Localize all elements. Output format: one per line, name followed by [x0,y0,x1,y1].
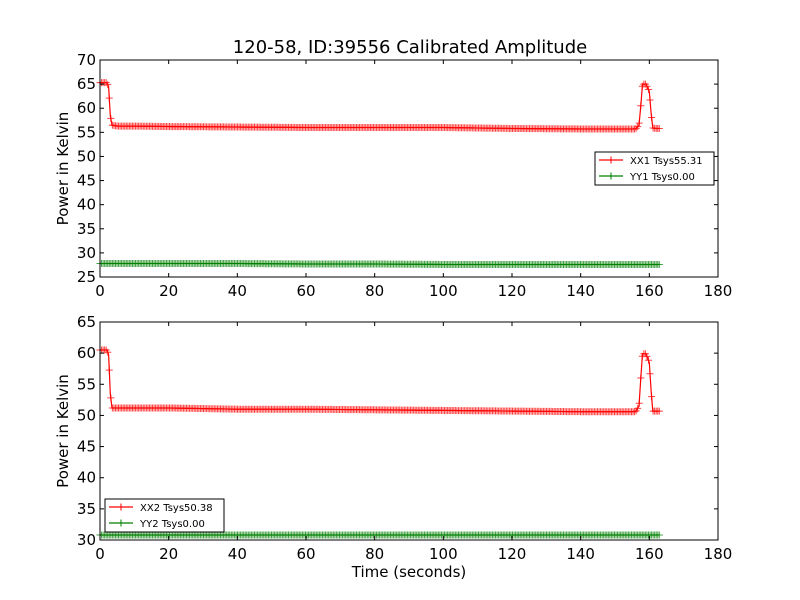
series-markers-1 [96,346,663,416]
legend-marker [117,519,125,527]
x-tick-label: 100 [429,545,458,563]
data-point-marker [648,393,656,401]
legend-box [104,498,225,533]
data-point-marker [634,123,642,131]
y-tick-label: 50 [77,147,96,165]
legend-marker [607,156,615,164]
data-point-marker [635,399,643,407]
y-tick-label: 30 [77,531,96,549]
data-point-marker [643,352,651,360]
data-point-marker [644,356,652,364]
y-tick-label: 45 [77,172,96,190]
y-tick-label: 70 [77,51,96,69]
x-tick-label: 80 [365,545,384,563]
data-point-marker [655,124,663,132]
x-tick-label: 180 [704,545,733,563]
chart-title: 120-58, ID:39556 Calibrated Amplitude [233,37,587,58]
x-tick-label: 0 [95,545,105,563]
legend-marker [117,503,125,511]
data-point-marker [107,394,115,402]
y-tick-label: 60 [77,344,96,362]
chart-panel-1: 0 20 40 60 80 100 120 140 160 180 25 30 35 40 45 50 55 60… [54,51,732,300]
y-tick-label: 45 [77,438,96,456]
x-tick-label: 180 [704,282,733,300]
y-tick-label: 55 [77,123,96,141]
data-point-marker [646,96,654,104]
chart-panel-2: 0 20 40 60 80 100 120 140 160 180 30 35 40 45 50 55 60 65… [54,313,732,581]
x-tick-label: 140 [566,282,595,300]
x-tick-label: 160 [635,545,664,563]
y-axis-label: Power in Kelvin [54,374,72,488]
x-tick-label: 120 [498,282,527,300]
y-tick-label: 50 [77,406,96,424]
x-tick-label: 20 [159,282,178,300]
legend: XX1 Tsys55.31 YY1 Tsys0.00 [594,151,715,186]
x-tick-label: 40 [228,545,247,563]
legend-entry-label: XX1 Tsys55.31 [630,156,703,167]
legend: XX2 Tsys50.38 YY2 Tsys0.00 [104,498,225,533]
data-point-marker [107,114,115,122]
x-tick-label: 120 [498,545,527,563]
x-tick-label: 100 [429,282,458,300]
y-tick-label: 40 [77,469,96,487]
y-tick-label: 65 [77,75,96,93]
data-point-marker [637,374,645,382]
y-tick-label: 65 [77,313,96,331]
series-line-1 [100,349,660,413]
data-point-marker [637,102,645,110]
data-point-marker [635,119,643,127]
x-tick-label: 60 [296,282,315,300]
data-point-marker [632,124,640,132]
x-tick-label: 140 [566,545,595,563]
y-tick-label: 40 [77,196,96,214]
data-point-marker [655,407,663,415]
y-tick-label: 25 [77,268,96,286]
x-tick-label: 0 [95,282,105,300]
y-axis-label: Power in Kelvin [54,112,72,226]
x-tick-label: 40 [228,282,247,300]
data-point-marker [104,348,112,356]
data-point-marker [655,531,663,539]
y-tick-label: 35 [77,500,96,518]
data-point-marker [655,260,663,268]
data-point-marker [105,366,113,374]
y-tick-label: 30 [77,244,96,262]
axes-frame [99,59,719,278]
series-markers-2 [96,259,663,268]
x-tick-label: 20 [159,545,178,563]
legend-entry-label: XX2 Tsys50.38 [140,503,213,514]
data-point-marker [646,370,654,378]
x-tick-label: 80 [365,282,384,300]
data-point-marker [105,94,113,102]
legend-marker [607,172,615,180]
y-tick-label: 55 [77,375,96,393]
y-tick-label: 60 [77,99,96,117]
series-markers-2 [96,531,663,539]
data-point-marker [644,86,652,94]
series-markers-1 [96,79,663,133]
data-point-marker [104,81,112,89]
data-point-marker [631,408,639,416]
x-tick-label: 160 [635,282,664,300]
x-tick-label: 60 [296,545,315,563]
x-axis-label: Time (seconds) [351,563,467,581]
y-tick-label: 35 [77,220,96,238]
series-line-1 [100,82,660,130]
data-point-marker [643,82,651,90]
legend-entry-label: YY2 Tsys0.00 [139,519,205,530]
data-point-marker [648,114,656,122]
axes-frame [99,321,719,541]
data-point-marker [634,404,642,412]
legend-box [594,151,715,186]
legend-entry-label: YY1 Tsys0.00 [629,172,695,183]
